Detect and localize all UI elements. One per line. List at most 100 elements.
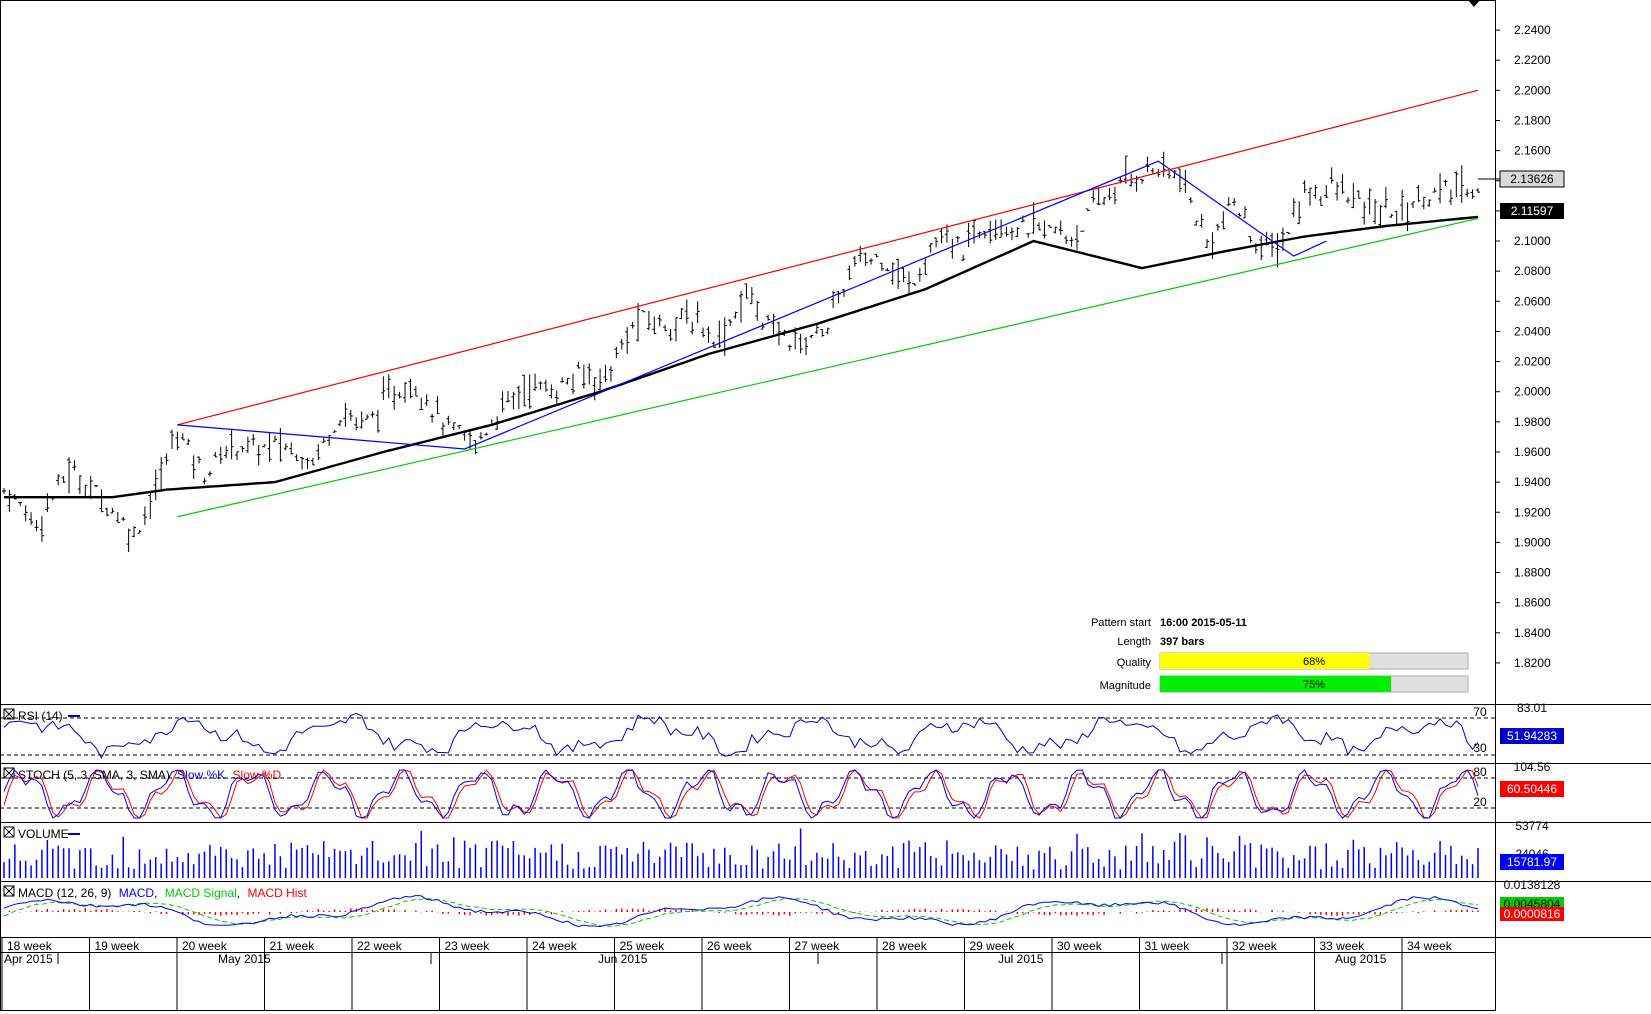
ohlc-bar <box>164 453 169 465</box>
macd-value-2: 0.0000816 <box>1504 907 1561 921</box>
ohlc-bar <box>23 505 28 522</box>
ohlc-bar <box>587 363 592 385</box>
magnitude-value: 75% <box>1303 679 1325 691</box>
ohlc-bar <box>132 526 137 538</box>
ohlc-bar <box>1112 186 1117 205</box>
ohlc-bar <box>159 457 164 492</box>
ohlc-bar <box>1177 168 1182 193</box>
ohlc-bar <box>993 219 998 240</box>
price-tick-label: 2.1600 <box>1514 144 1551 158</box>
ohlc-bar <box>527 374 532 409</box>
week-label: 21 week <box>270 939 316 953</box>
ohlc-bar <box>1140 178 1145 184</box>
price-axis-ticks: 2.24002.22002.20002.18002.16002.14002.12… <box>1495 23 1551 670</box>
ohlc-bar <box>1188 197 1193 204</box>
ohlc-bar <box>435 396 440 415</box>
ohlc-bar <box>923 258 928 275</box>
ohlc-bar <box>403 382 408 403</box>
ohlc-bar <box>289 442 294 455</box>
ohlc-bar <box>262 444 267 448</box>
ohlc-bar <box>1232 198 1237 206</box>
ohlc-bar <box>1053 226 1058 234</box>
price-tick-label: 1.9400 <box>1514 475 1551 489</box>
ohlc-bar <box>999 219 1004 238</box>
ohlc-bar <box>186 438 191 446</box>
ohlc-bar <box>1291 198 1296 217</box>
ohlc-bar <box>327 435 332 447</box>
ohlc-bar <box>1026 233 1031 238</box>
week-label: 30 week <box>1057 939 1103 953</box>
stoch-pane: STOCH (5, 3, SMA, 3, SMA) Slow %K Slow %… <box>0 760 1564 819</box>
ohlc-bar <box>191 455 196 479</box>
ohlc-bar <box>1275 233 1280 268</box>
macd-signal-label: MACD Signal <box>165 886 237 900</box>
ohlc-bar <box>110 507 115 514</box>
ohlc-bar <box>972 220 977 244</box>
ohlc-bar <box>679 307 684 320</box>
ohlc-bar <box>1476 188 1480 193</box>
ohlc-bar <box>1410 201 1415 209</box>
scroll-marker-icon[interactable] <box>1468 0 1480 7</box>
ohlc-bar <box>917 267 922 282</box>
ohlc-bar <box>316 444 321 461</box>
ohlc-bar <box>755 300 760 321</box>
ohlc-bar <box>1199 214 1204 228</box>
ohlc-bar <box>451 422 456 431</box>
ohlc-bar <box>858 245 863 263</box>
ohlc-bar <box>1438 173 1443 204</box>
ohlc-bar <box>966 222 971 248</box>
price-tick-label: 1.9600 <box>1514 445 1551 459</box>
ohlc-bar <box>739 291 743 323</box>
ohlc-bar <box>202 477 207 485</box>
week-label: 31 week <box>1145 939 1191 953</box>
ohlc-bar <box>1037 222 1042 231</box>
ohlc-bar <box>1427 199 1432 207</box>
ohlc-bar <box>1400 189 1405 221</box>
ohlc-bar <box>1069 236 1074 247</box>
ohlc-bar <box>565 377 570 385</box>
ohlc-bar <box>847 265 852 281</box>
ohlc-bar <box>115 511 120 523</box>
ohlc-bar <box>99 489 104 513</box>
week-label: 24 week <box>532 939 578 953</box>
ohlc-bar <box>500 391 505 413</box>
ohlc-bar <box>7 489 12 512</box>
ohlc-bar <box>608 366 613 382</box>
current-price-label: 2.13626 <box>1510 172 1554 186</box>
ohlc-bar <box>207 471 212 477</box>
price-tick-label: 1.8400 <box>1514 626 1551 640</box>
week-label: 19 week <box>95 939 141 953</box>
ohlc-bar <box>354 417 359 431</box>
ohlc-bar <box>375 409 380 433</box>
pattern-info: Pattern start 16:00 2015-05-11 Length 39… <box>1091 617 1469 693</box>
ohlc-bar <box>511 391 516 410</box>
upper-channel-line <box>177 89 1479 426</box>
ohlc-bar <box>1221 211 1226 230</box>
week-label: 25 week <box>620 939 666 953</box>
ohlc-bar <box>169 429 174 449</box>
ohlc-bar <box>77 475 82 494</box>
quality-label: Quality <box>1117 657 1152 669</box>
ohlc-bar <box>890 262 895 285</box>
ohlc-bar <box>1351 183 1356 209</box>
volume-title: VOLUME <box>18 827 69 841</box>
ohlc-bar <box>560 377 565 383</box>
price-tick-label: 2.0400 <box>1514 324 1551 338</box>
sma-price-label: 2.11597 <box>1511 204 1554 218</box>
week-label: 26 week <box>707 939 753 953</box>
ohlc-bar <box>392 385 397 410</box>
ohlc-bar <box>473 439 478 455</box>
ohlc-bar <box>332 429 337 433</box>
ohlc-bar <box>809 334 814 339</box>
ohlc-bar <box>251 434 256 446</box>
price-tick-label: 2.2000 <box>1514 83 1551 97</box>
stoch-value: 60.50446 <box>1507 782 1557 796</box>
price-tick-label: 1.8800 <box>1514 566 1551 580</box>
ohlc-bar <box>1340 173 1345 194</box>
ohlc-bar <box>359 411 364 429</box>
price-tick-label: 2.2400 <box>1514 23 1551 37</box>
ohlc-bar <box>94 485 99 488</box>
volume-value: 15781.97 <box>1507 855 1557 869</box>
ohlc-bar <box>787 344 792 351</box>
ohlc-bar <box>1123 155 1128 184</box>
